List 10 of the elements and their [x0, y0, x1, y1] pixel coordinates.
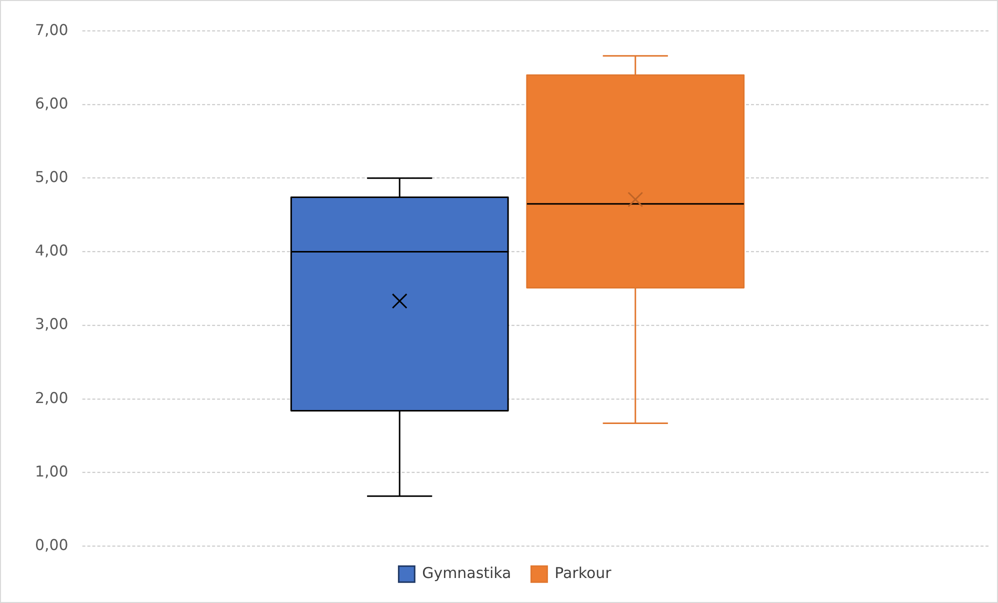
y-tick-label: 1,00 [34, 462, 68, 480]
y-tick-label: 3,00 [34, 315, 68, 334]
y-tick-label: 0,00 [34, 536, 68, 554]
y-tick-label: 5,00 [34, 168, 68, 186]
y-tick-label: 6,00 [34, 94, 68, 112]
y-tick-label: 4,00 [34, 242, 68, 260]
y-tick-label: 7,00 [34, 20, 68, 39]
legend-label: Gymnastika [422, 564, 512, 582]
legend-label: Parkour [554, 564, 612, 582]
y-tick-label: 2,00 [34, 388, 68, 407]
